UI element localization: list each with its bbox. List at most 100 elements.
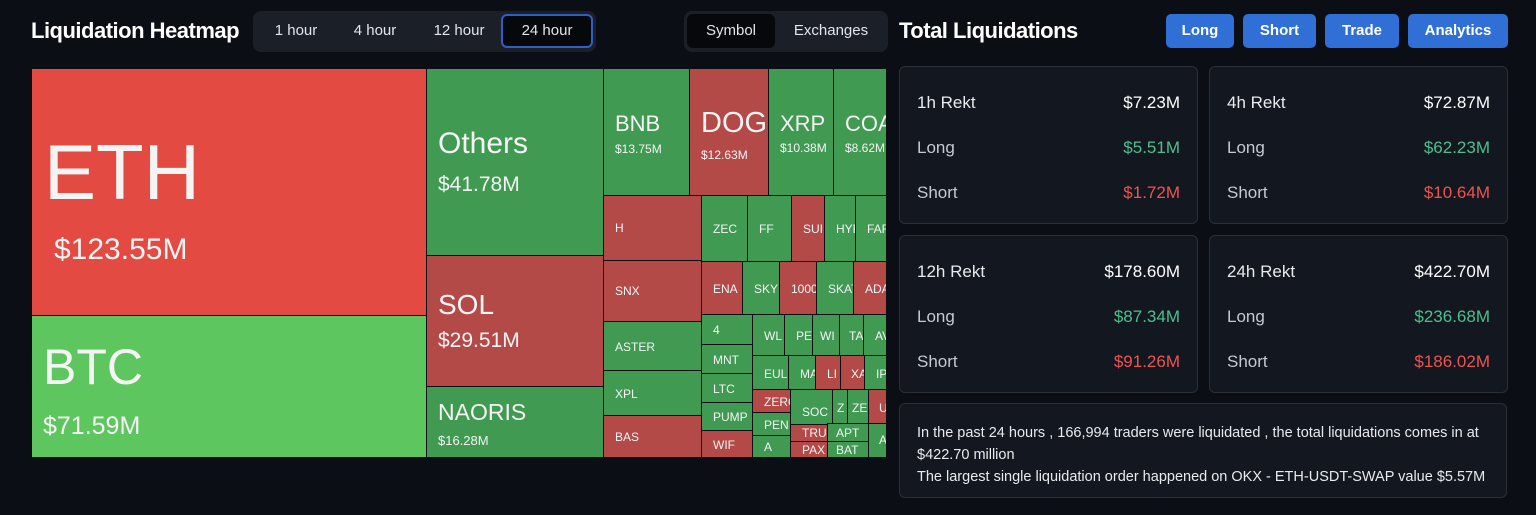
- tile-eul[interactable]: EUL: [752, 355, 789, 390]
- tile-bnb[interactable]: BNB $13.75M: [603, 68, 690, 196]
- tile-symbol: ENA: [713, 282, 738, 296]
- card-period-label: 12h Rekt: [917, 262, 986, 281]
- tile-eth[interactable]: ETH $123.55M: [31, 68, 427, 316]
- tile-snx[interactable]: SNX: [603, 260, 702, 322]
- tile-u[interactable]: U: [868, 389, 887, 424]
- analytics-button[interactable]: Analytics: [1408, 14, 1508, 48]
- tile-aster[interactable]: ASTER: [603, 321, 702, 371]
- tile-bat[interactable]: BAT: [827, 441, 869, 458]
- card-short-value: $1.72M: [1123, 183, 1180, 202]
- tile-symbol: MA: [800, 367, 815, 381]
- tile-4[interactable]: 4: [701, 314, 753, 345]
- tile-value: $8.62M: [845, 141, 886, 155]
- tile-symbol: SKY: [754, 282, 779, 296]
- tile-pump[interactable]: PUMP: [701, 402, 753, 431]
- summary-line-1: In the past 24 hours , 166,994 traders w…: [917, 425, 1479, 463]
- tile-symbol: SUI: [803, 222, 824, 236]
- tile-value: $41.78M: [438, 173, 520, 196]
- tile-xpl[interactable]: XPL: [603, 370, 702, 416]
- tile-1000[interactable]: 1000: [779, 261, 817, 315]
- tile-symbol: FARTCOIN: [867, 222, 886, 236]
- tile-a[interactable]: A: [868, 423, 887, 458]
- tile-sol[interactable]: SOL $29.51M: [426, 255, 604, 387]
- tile-symbol: SOL: [438, 289, 495, 320]
- tile-xrp[interactable]: XRP $10.38M: [768, 68, 834, 196]
- tile-op[interactable]: A: [752, 435, 791, 458]
- tile-coai[interactable]: COAI $8.62M: [833, 68, 887, 196]
- tile-symbol: IP: [876, 367, 887, 381]
- tile-symbol: NAORIS: [438, 399, 527, 425]
- tile-av[interactable]: AV: [863, 314, 887, 356]
- tile-naoris[interactable]: NAORIS $16.28M: [426, 386, 604, 458]
- summary-line-2: The largest single liquidation order hap…: [917, 469, 1486, 485]
- tile-ena[interactable]: ENA: [701, 261, 743, 315]
- tile-symbol: PEN: [764, 418, 789, 432]
- tile-soc[interactable]: SOC: [790, 389, 833, 425]
- tile-ltc[interactable]: LTC: [701, 373, 753, 403]
- tile-wl[interactable]: WL: [752, 314, 785, 356]
- tile-h[interactable]: H: [603, 195, 702, 261]
- tab-4-hour[interactable]: 4 hour: [353, 22, 397, 39]
- tile-ada[interactable]: ADA: [853, 261, 887, 315]
- tile-zec[interactable]: ZEC: [701, 195, 748, 262]
- tile-ip[interactable]: IP: [864, 355, 887, 390]
- tile-symbol: U: [879, 401, 887, 415]
- tab-12-hour[interactable]: 12 hour: [433, 22, 485, 39]
- tile-hype[interactable]: HYPE: [824, 195, 856, 262]
- time-range-tabs: 1 hour 4 hour 12 hour 24 hour: [253, 11, 596, 52]
- tile-symbol: COAI: [845, 111, 886, 136]
- tile-wif[interactable]: WIF: [701, 430, 753, 458]
- card-total-value: $178.60M: [1104, 262, 1180, 281]
- tile-zero[interactable]: ZERO: [752, 389, 791, 413]
- tile-sui[interactable]: SUI: [791, 195, 825, 262]
- short-button[interactable]: Short: [1243, 14, 1316, 48]
- tile-pax[interactable]: PAX: [790, 441, 828, 458]
- tile-li[interactable]: LI: [815, 355, 841, 390]
- tile-btc[interactable]: BTC $71.59M: [31, 315, 427, 458]
- trade-button[interactable]: Trade: [1325, 14, 1399, 48]
- tile-symbol: SKATE: [828, 282, 853, 296]
- tab-exchanges[interactable]: Exchanges: [793, 22, 869, 39]
- tile-apt[interactable]: APT: [827, 423, 869, 442]
- card-period-label: 1h Rekt: [917, 93, 976, 112]
- tab-24-hour[interactable]: 24 hour: [501, 14, 593, 48]
- tile-fartcoin[interactable]: FARTCOIN: [855, 195, 887, 262]
- tile-symbol: XA: [851, 367, 864, 381]
- long-button[interactable]: Long: [1166, 14, 1234, 48]
- tile-ff[interactable]: FF: [747, 195, 792, 262]
- tile-symbol: ZEC: [713, 222, 737, 236]
- tile-symbol: HYPE: [836, 222, 855, 236]
- tile-mnt[interactable]: MNT: [701, 344, 753, 374]
- tile-symbol: EUL: [764, 367, 788, 381]
- tile-pe[interactable]: PE: [784, 314, 813, 356]
- tile-value: $10.38M: [780, 141, 827, 155]
- tile-sky[interactable]: SKY: [742, 261, 780, 315]
- tile-symbol: APT: [836, 426, 860, 440]
- view-tabs: Symbol Exchanges: [684, 11, 888, 52]
- tile-bas[interactable]: BAS: [603, 415, 702, 458]
- tile-xa[interactable]: XA: [840, 355, 865, 390]
- tile-others[interactable]: Others $41.78M: [426, 68, 604, 256]
- liquidation-treemap: ETH $123.55M BTC $71.59M Others $41.78M …: [31, 68, 887, 458]
- tab-1-hour[interactable]: 1 hour: [274, 22, 318, 39]
- tile-tru[interactable]: TRU: [790, 424, 828, 442]
- tile-symbol: LI: [827, 367, 838, 381]
- card-total-value: $7.23M: [1123, 93, 1180, 112]
- heatmap-title: Liquidation Heatmap: [31, 18, 240, 43]
- tile-symbol: TA: [849, 329, 864, 343]
- tile-pen[interactable]: PEN: [752, 412, 791, 436]
- tab-symbol[interactable]: Symbol: [687, 14, 775, 48]
- tile-z[interactable]: Z: [832, 389, 848, 424]
- tile-symbol: FF: [759, 222, 774, 236]
- tile-symbol: XPL: [615, 387, 638, 401]
- tile-value: $12.63M: [701, 148, 748, 162]
- card-total-value: $72.87M: [1423, 93, 1490, 112]
- tile-ze[interactable]: ZE: [847, 389, 869, 424]
- tile-ma[interactable]: MA: [788, 355, 816, 390]
- tile-wi[interactable]: WI: [812, 314, 840, 356]
- tile-doge[interactable]: DOGE $12.63M: [689, 68, 769, 196]
- tile-symbol: PAX: [802, 443, 826, 457]
- tile-symbol: A: [764, 440, 773, 454]
- tile-ta[interactable]: TA: [839, 314, 864, 356]
- tile-skate[interactable]: SKATE: [816, 261, 854, 315]
